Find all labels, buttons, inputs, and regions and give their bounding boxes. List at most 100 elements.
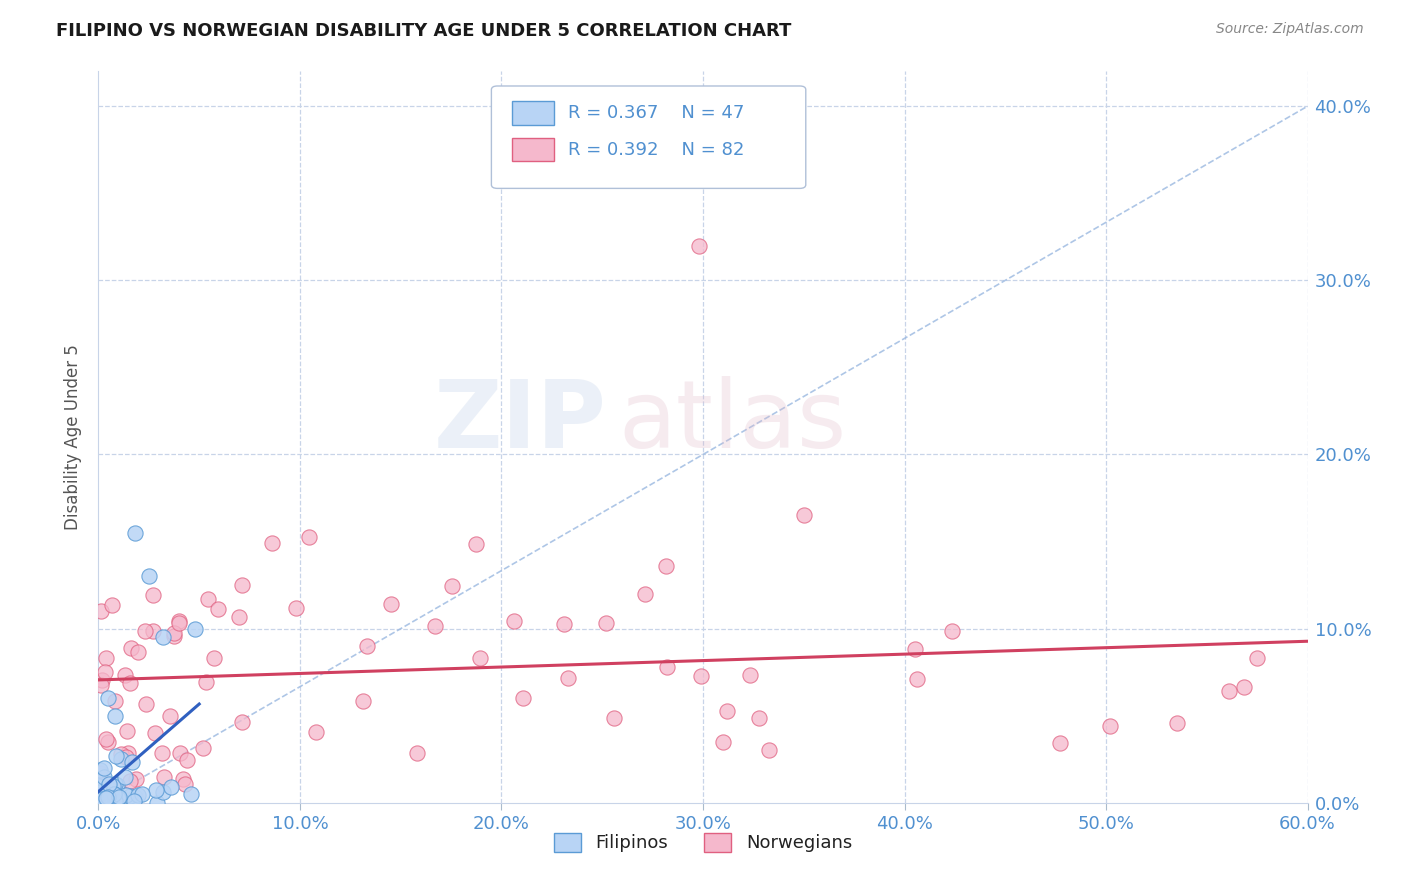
Point (512, 690, 534, 705)
Point (89, 788, 111, 802)
Point (87, 779, 110, 793)
Point (440, 579, 463, 593)
Point (231, 577, 253, 591)
Point (142, 588, 165, 602)
Point (103, 787, 125, 801)
Point (96, 789, 118, 804)
Point (94, 665, 117, 680)
Point (105, 778, 128, 792)
Point (134, 624, 156, 638)
Point (115, 749, 138, 764)
Point (657, 660, 679, 674)
Point (406, 746, 429, 760)
Point (352, 693, 374, 707)
Point (110, 747, 132, 761)
Point (110, 752, 132, 766)
Point (152, 785, 174, 799)
Point (107, 790, 129, 805)
Point (150, 746, 173, 760)
Point (465, 537, 488, 551)
Point (101, 779, 124, 793)
Point (1246, 651, 1268, 665)
Point (503, 614, 526, 628)
Point (104, 789, 127, 803)
Point (94, 795, 117, 809)
Y-axis label: Disability Age Under 5: Disability Age Under 5 (65, 344, 83, 530)
Point (160, 780, 183, 794)
Point (180, 787, 202, 801)
Text: atlas: atlas (619, 376, 846, 468)
Point (93, 770, 115, 784)
Point (169, 746, 191, 760)
Point (285, 601, 308, 615)
Point (207, 602, 229, 616)
Point (124, 772, 146, 786)
Point (101, 780, 124, 795)
Point (104, 694, 127, 708)
Point (163, 625, 186, 640)
FancyBboxPatch shape (492, 86, 806, 188)
Point (105, 749, 128, 764)
Point (131, 787, 153, 801)
Point (115, 724, 138, 739)
Point (90, 678, 112, 692)
Point (103, 787, 125, 801)
Point (127, 645, 149, 659)
Point (91, 673, 114, 687)
Point (197, 591, 219, 606)
Point (115, 788, 138, 802)
Point (96, 651, 118, 665)
Point (122, 794, 145, 808)
Point (93, 794, 115, 808)
Point (634, 587, 657, 601)
Point (97, 691, 120, 706)
Point (174, 777, 197, 791)
Point (104, 777, 127, 791)
Point (758, 743, 780, 757)
Point (231, 714, 253, 729)
Point (1166, 715, 1188, 730)
Point (118, 789, 141, 804)
Point (98, 781, 121, 796)
Point (184, 622, 207, 636)
Point (262, 536, 284, 550)
Point (470, 651, 492, 665)
Point (716, 704, 738, 718)
Point (1233, 681, 1256, 695)
Point (96, 735, 118, 749)
Point (380, 597, 402, 611)
Point (194, 674, 217, 689)
Point (193, 740, 215, 755)
Point (124, 525, 146, 540)
Point (153, 770, 176, 784)
Point (135, 697, 157, 711)
Point (423, 618, 446, 632)
Point (159, 709, 181, 723)
Point (121, 756, 143, 770)
Point (793, 508, 815, 523)
Point (143, 726, 166, 740)
Legend: Filipinos, Norwegians: Filipinos, Norwegians (547, 826, 859, 860)
Point (100, 598, 122, 612)
Point (104, 794, 127, 808)
Point (94, 793, 117, 807)
Text: R = 0.367    N = 47: R = 0.367 N = 47 (568, 104, 744, 122)
Point (108, 790, 131, 805)
Point (941, 624, 963, 639)
Point (89, 604, 111, 618)
Point (176, 753, 198, 767)
Point (118, 773, 141, 788)
Point (1099, 719, 1122, 733)
Point (304, 725, 326, 739)
Point (89, 785, 111, 799)
Point (603, 710, 626, 724)
Point (90, 792, 112, 806)
Point (93, 761, 115, 775)
Point (557, 671, 579, 685)
Text: R = 0.392    N = 82: R = 0.392 N = 82 (568, 141, 744, 159)
Point (96, 789, 118, 803)
Point (905, 672, 928, 686)
Point (124, 789, 146, 804)
Point (228, 610, 250, 624)
Point (145, 796, 167, 810)
